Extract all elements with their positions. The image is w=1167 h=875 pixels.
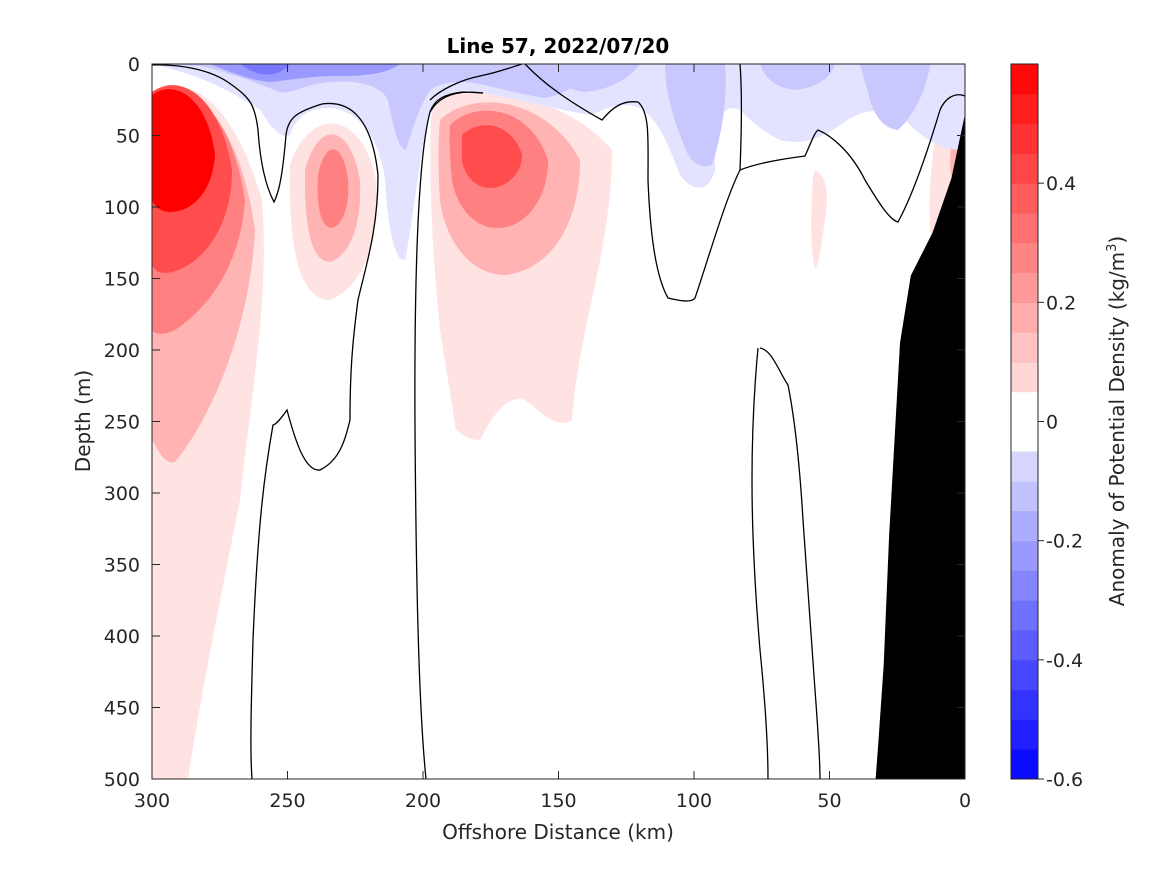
colorbar-level-block: [1011, 302, 1038, 333]
light-patch-65km: [760, 64, 835, 90]
plot-area: [152, 64, 965, 779]
light-patch-140km: [545, 64, 640, 92]
colorbar-level-block: [1011, 153, 1038, 184]
zero-contour-surface-mid: [429, 64, 523, 101]
y-tick-label: 250: [104, 412, 140, 434]
colorbar-level-block: [1011, 600, 1038, 631]
offshore-dense-core-peak: [152, 89, 215, 212]
y-tick-label: 500: [104, 769, 140, 791]
x-tick-label: 200: [405, 790, 441, 812]
colorbar-level-block: [1011, 689, 1038, 720]
y-tick-label: 50: [116, 126, 140, 148]
colorbar-level-block: [1011, 183, 1038, 214]
y-tick-label: 100: [104, 197, 140, 219]
colorbar-tick-label: 0.2: [1046, 292, 1076, 314]
x-axis-ticks: 300 250 200 150 100 50 0: [134, 64, 971, 812]
y-tick-label: 300: [104, 483, 140, 505]
light-patch-80km: [665, 64, 726, 167]
colorbar-level-block: [1011, 630, 1038, 661]
x-tick-label: 50: [817, 790, 841, 812]
colorbar-level-block: [1011, 242, 1038, 274]
bathymetry-fill: [875, 114, 965, 779]
zero-contour-deep-sliver: [751, 347, 821, 779]
colorbar-level-block: [1011, 749, 1038, 780]
colorbar-label-superscript: 3: [1105, 244, 1120, 252]
chart-title: Line 57, 2022/07/20: [447, 34, 670, 58]
x-tick-label: 150: [540, 790, 576, 812]
colorbar-label-main: Anomaly of Potential Density (kg/m: [1105, 252, 1129, 606]
colorbar-blocks: [1011, 63, 1038, 780]
colorbar-level-block: [1011, 659, 1038, 691]
y-axis-ticks: 0 50 100 150 200 250 300 350 400 450 500: [104, 54, 965, 791]
colorbar: 0.4 0.2 0 -0.2 -0.4 -0.6 Anomaly of Potential…: [1010, 63, 1129, 791]
x-axis-label: Offshore Distance (km): [442, 820, 674, 844]
colorbar-level-block: [1011, 212, 1038, 244]
zero-contour-60km: [739, 94, 965, 223]
x-tick-label: 250: [269, 790, 305, 812]
colorbar-level-block: [1011, 421, 1038, 452]
x-tick-label: 100: [676, 790, 712, 812]
colorbar-level-block: [1011, 93, 1038, 125]
nearshore-weak-positive: [811, 170, 827, 268]
colorbar-level-block: [1011, 272, 1038, 303]
surface-light-layer-l2: [152, 64, 600, 150]
zero-contour-core-cap: [429, 91, 484, 113]
surface-light-layer-peak: [240, 64, 290, 75]
y-tick-label: 350: [104, 555, 140, 577]
colorbar-tick-label: -0.6: [1046, 769, 1083, 791]
colorbar-level-block: [1011, 510, 1038, 542]
y-tick-label: 200: [104, 340, 140, 362]
colorbar-level-block: [1011, 361, 1038, 393]
subsurface-dense-core-peak: [317, 149, 349, 228]
positive-anomaly-fills: [152, 85, 965, 779]
colorbar-tick-label: 0: [1046, 412, 1058, 434]
zero-contour-mid: [414, 91, 484, 779]
colorbar-level-block: [1011, 719, 1038, 750]
light-patch-35km: [860, 64, 930, 130]
colorbar-level-block: [1011, 64, 1038, 95]
colorbar-tick-label: -0.2: [1046, 531, 1083, 553]
colorbar-level-block: [1011, 451, 1038, 482]
zero-contour-140km: [524, 64, 743, 302]
colorbar-tick-label: -0.4: [1046, 650, 1083, 672]
colorbar-level-block: [1011, 391, 1038, 422]
zero-contour-surface: [152, 64, 379, 779]
y-axis-label: Depth (m): [71, 370, 95, 472]
zero-contour-lines: [152, 64, 965, 779]
colorbar-level-block: [1011, 123, 1038, 154]
colorbar-label-end: ): [1105, 236, 1129, 244]
x-tick-label: 0: [959, 790, 971, 812]
colorbar-level-block: [1011, 540, 1038, 571]
y-tick-label: 400: [104, 626, 140, 648]
colorbar-level-block: [1011, 570, 1038, 601]
y-tick-label: 150: [104, 269, 140, 291]
y-tick-label: 450: [104, 698, 140, 720]
colorbar-level-block: [1011, 332, 1038, 363]
colorbar-tick-label: 0.4: [1046, 173, 1076, 195]
colorbar-ticks: 0.4 0.2 0 -0.2 -0.4 -0.6: [1038, 173, 1083, 791]
y-tick-label: 0: [128, 54, 140, 76]
colorbar-label: Anomaly of Potential Density (kg/m3): [1105, 236, 1129, 606]
colorbar-level-block: [1011, 481, 1038, 512]
x-tick-label: 300: [134, 790, 170, 812]
mid-dense-core-peak: [462, 125, 522, 188]
